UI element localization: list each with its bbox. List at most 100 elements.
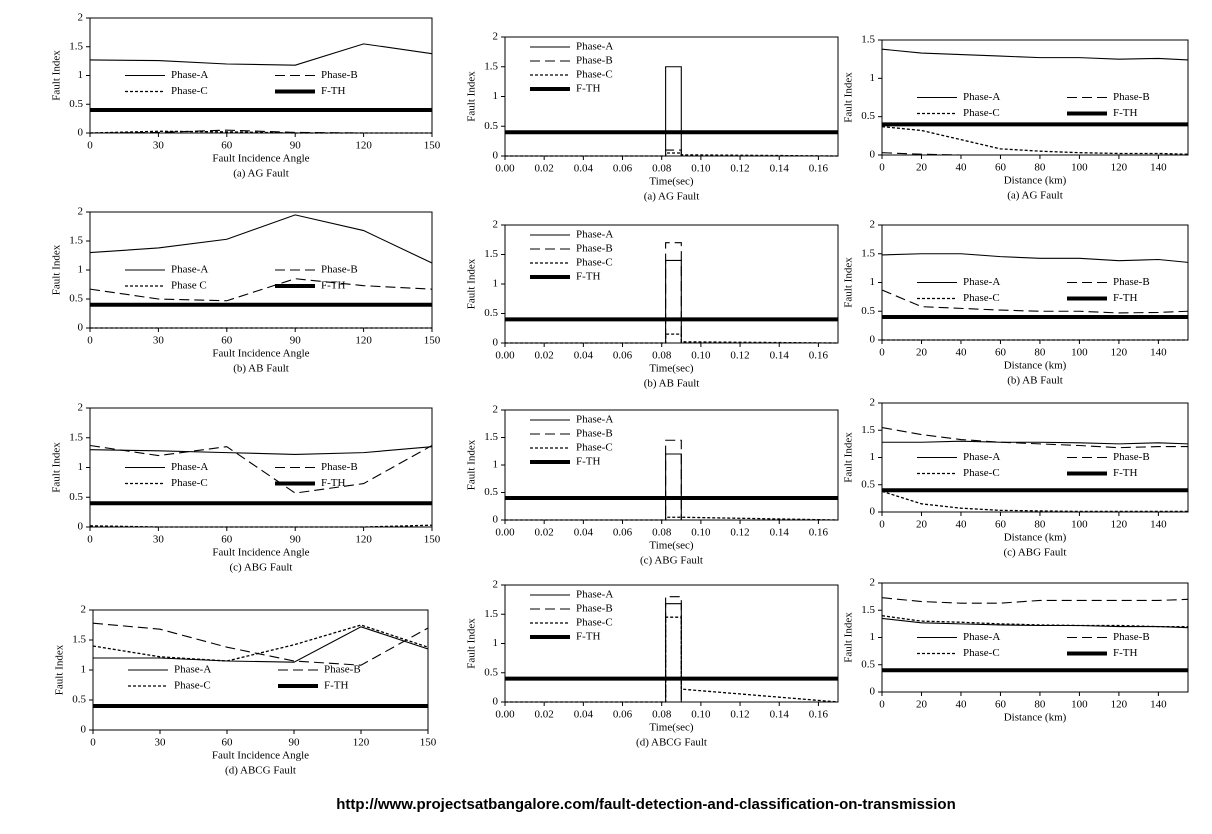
x-tick-label: 120 <box>355 140 372 152</box>
x-tick-label: 150 <box>424 140 441 152</box>
caption: (b) AB Fault <box>1007 375 1063 387</box>
x-axis-label: Time(sec) <box>649 722 694 734</box>
x-tick-label: 120 <box>355 534 372 546</box>
x-tick-label: 0.04 <box>574 527 594 539</box>
x-tick-label: 80 <box>1034 162 1046 174</box>
y-axis-label: Fault Index <box>466 258 478 309</box>
y-tick-label: 2 <box>78 206 84 218</box>
x-tick-label: 140 <box>1150 519 1167 531</box>
x-tick-label: 90 <box>289 737 301 749</box>
x-tick-label: 80 <box>1034 699 1046 711</box>
x-tick-label: 120 <box>355 335 372 347</box>
x-tick-label: 100 <box>1071 699 1088 711</box>
y-tick-label: 2 <box>81 604 87 616</box>
y-tick-label: 2 <box>870 219 876 231</box>
caption: (b) AB Fault <box>644 378 700 390</box>
legend-label: Phase-B <box>1113 276 1150 288</box>
series-line <box>92 624 429 662</box>
legend-label: Phase-A <box>963 91 1000 103</box>
legend-label: Phase-B <box>321 461 358 473</box>
x-tick-label: 60 <box>221 534 233 546</box>
x-tick-label: 0.06 <box>613 709 633 721</box>
x-tick-label: 0.06 <box>613 350 633 362</box>
y-axis-label: Fault Index <box>51 442 63 493</box>
x-tick-label: 140 <box>1150 347 1167 359</box>
x-tick-label: 0.10 <box>691 163 711 175</box>
y-axis-label: Fault Index <box>51 50 63 101</box>
y-tick-label: 1.5 <box>861 424 875 436</box>
x-tick-label: 0.08 <box>652 709 672 721</box>
series-line <box>89 524 433 528</box>
x-tick-label: 0.16 <box>809 350 829 362</box>
legend-label: Phase-B <box>1113 451 1150 463</box>
caption: (b) AB Fault <box>233 363 289 375</box>
x-tick-label: 0.04 <box>574 163 594 175</box>
series-line <box>881 617 1189 629</box>
x-tick-label: 60 <box>995 519 1007 531</box>
series-line <box>505 149 838 157</box>
x-tick-label: 0.04 <box>574 709 594 721</box>
x-axis-label: Distance (km) <box>1004 712 1067 724</box>
y-tick-label: 1.5 <box>484 60 498 72</box>
x-tick-label: 140 <box>1150 162 1167 174</box>
x-tick-label: 40 <box>955 347 967 359</box>
x-tick-label: 0.08 <box>652 527 672 539</box>
x-axis-label: Fault Incidence Angle <box>212 348 309 360</box>
y-tick-label: 1 <box>493 637 499 649</box>
series-line <box>505 152 839 157</box>
x-tick-label: 0.16 <box>809 527 829 539</box>
x-tick-label: 40 <box>955 699 967 711</box>
legend-label: Phase-A <box>576 589 613 601</box>
x-tick-label: 100 <box>1071 347 1088 359</box>
caption: (d) ABCG Fault <box>225 765 296 777</box>
legend-label: Phase-C <box>963 107 1000 119</box>
series-line <box>89 278 433 302</box>
legend-label: Phase-B <box>321 69 358 81</box>
legend-label: F-TH <box>321 477 346 489</box>
x-tick-label: 60 <box>995 347 1007 359</box>
y-tick-label: 1 <box>493 459 499 471</box>
y-tick-label: 1 <box>493 278 499 290</box>
x-tick-label: 0.06 <box>613 163 633 175</box>
series-line <box>89 43 433 66</box>
y-tick-label: 1.5 <box>69 431 83 443</box>
y-tick-label: 1 <box>870 631 876 643</box>
y-tick-label: 1 <box>870 276 876 288</box>
y-tick-label: 2 <box>493 31 499 43</box>
y-tick-label: 0.5 <box>69 293 83 305</box>
legend-label: F-TH <box>1113 292 1138 304</box>
x-tick-label: 100 <box>1071 519 1088 531</box>
series-line <box>881 48 1189 61</box>
y-tick-label: 1 <box>78 461 84 473</box>
x-tick-label: 0.02 <box>535 163 554 175</box>
legend-label: Phase-A <box>963 276 1000 288</box>
series-line <box>505 516 839 521</box>
legend-label: Phase-C <box>576 257 613 269</box>
x-tick-label: 0.06 <box>613 527 633 539</box>
y-tick-label: 0.5 <box>484 120 498 132</box>
y-tick-label: 0.5 <box>484 307 498 319</box>
y-axis-label: Fault Index <box>843 72 855 123</box>
x-tick-label: 0.14 <box>770 163 790 175</box>
series-line <box>505 596 838 703</box>
x-tick-label: 60 <box>222 737 234 749</box>
y-tick-label: 0 <box>493 337 499 349</box>
x-tick-label: 0 <box>879 519 885 531</box>
y-tick-label: 1.5 <box>69 235 83 247</box>
x-tick-label: 0.02 <box>535 709 554 721</box>
legend-label: F-TH <box>321 85 346 97</box>
y-tick-label: 1 <box>870 451 876 463</box>
legend-label: F-TH <box>1113 467 1138 479</box>
y-tick-label: 0.5 <box>861 305 875 317</box>
caption: (a) AG Fault <box>1007 190 1063 202</box>
y-tick-label: 2 <box>493 579 499 591</box>
y-axis-label: Fault Index <box>51 244 63 295</box>
x-tick-label: 90 <box>290 140 302 152</box>
caption: (a) AG Fault <box>233 168 289 180</box>
y-tick-label: 0 <box>493 150 499 162</box>
y-tick-label: 1.5 <box>484 248 498 260</box>
legend-label: F-TH <box>576 83 601 95</box>
y-tick-label: 0 <box>493 514 499 526</box>
x-tick-label: 0.10 <box>691 709 711 721</box>
x-tick-label: 0.08 <box>652 350 672 362</box>
